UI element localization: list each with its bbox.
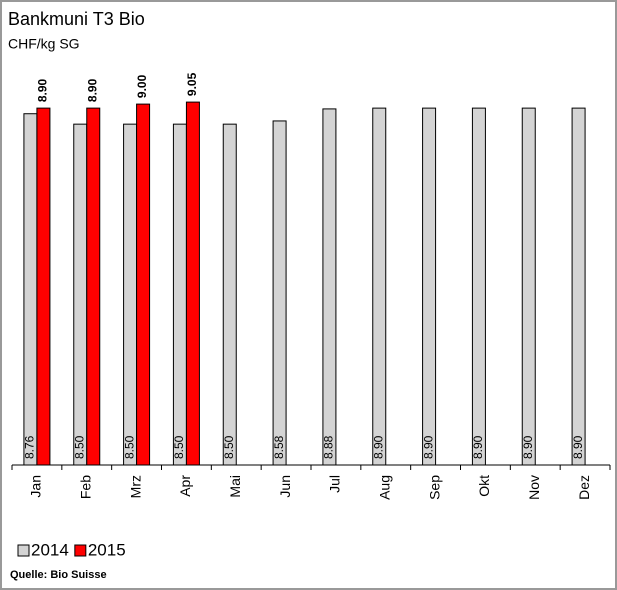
x-tick-label: Jul — [327, 475, 343, 493]
x-tick-label: Nov — [526, 475, 542, 500]
bar — [36, 107, 51, 466]
x-tick-label: Mai — [227, 475, 243, 498]
value-label: 9.05 — [185, 72, 199, 96]
x-tick-label: Okt — [476, 475, 492, 497]
legend-swatch — [17, 544, 30, 557]
value-label: 8.90 — [471, 435, 485, 459]
source: Quelle: Bio Suisse — [10, 569, 107, 581]
bar — [272, 120, 287, 466]
value-label: 8.76 — [23, 435, 37, 459]
chart-title: Bankmuni T3 Bio — [8, 9, 145, 29]
value-label: 8.90 — [521, 435, 535, 459]
bar — [471, 107, 486, 466]
bar — [521, 107, 536, 466]
value-label: 8.50 — [122, 435, 136, 459]
value-label: 8.90 — [85, 78, 99, 102]
legend-label: 2014 — [31, 540, 69, 559]
x-tick-label: Sep — [426, 475, 442, 500]
legend-label: 2015 — [88, 540, 126, 559]
value-label: 9.00 — [135, 74, 149, 98]
x-tick-label: Apr — [177, 475, 193, 497]
bar — [172, 123, 187, 466]
x-tick-label: Jan — [28, 475, 44, 498]
bar — [123, 123, 138, 466]
bar — [86, 107, 101, 466]
x-tick-label: Mrz — [127, 475, 143, 498]
bar — [185, 101, 200, 466]
x-tick-label: Aug — [376, 475, 392, 500]
value-label: 8.50 — [172, 435, 186, 459]
bar — [571, 107, 586, 466]
bar — [372, 107, 387, 466]
value-label: 8.90 — [421, 435, 435, 459]
value-label: 8.58 — [272, 435, 286, 459]
chart-subtitle: CHF/kg SG — [8, 36, 80, 52]
value-label: 8.88 — [322, 435, 336, 459]
bar — [73, 123, 88, 466]
bar — [222, 123, 237, 466]
value-label: 8.90 — [36, 78, 50, 102]
value-label: 8.50 — [72, 435, 86, 459]
bar — [322, 108, 337, 466]
bar — [23, 113, 38, 466]
value-label: 8.90 — [571, 435, 585, 459]
value-label: 8.90 — [371, 435, 385, 459]
value-label: 8.50 — [222, 435, 236, 459]
x-tick-label: Feb — [77, 475, 93, 499]
x-tick-label: Dez — [576, 475, 592, 500]
bar — [422, 107, 437, 466]
x-tick-label: Jun — [277, 475, 293, 498]
bar — [136, 103, 151, 466]
legend-swatch — [74, 544, 87, 557]
